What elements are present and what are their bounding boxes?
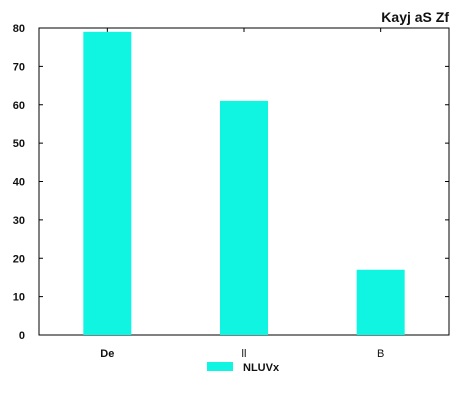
- bar: [220, 101, 268, 335]
- legend-swatch: [207, 362, 233, 371]
- y-tick-label: 10: [13, 292, 25, 304]
- y-tick-label: 80: [13, 23, 25, 35]
- y-tick-label: 0: [19, 330, 25, 342]
- x-tick-label: De: [100, 348, 114, 360]
- x-tick-label: ll: [242, 348, 247, 360]
- y-tick-label: 70: [13, 61, 25, 73]
- legend-label: NLUVx: [243, 362, 280, 374]
- y-tick-label: 20: [13, 253, 25, 265]
- bars: [83, 32, 404, 335]
- y-tick-label: 30: [13, 215, 25, 227]
- y-tick-label: 60: [13, 100, 25, 112]
- bar: [357, 270, 405, 335]
- x-tick-label: B: [377, 348, 384, 360]
- bar: [83, 32, 131, 335]
- y-tick-label: 50: [13, 138, 25, 150]
- chart-title: Kayj aS Zf: [381, 9, 449, 25]
- y-tick-label: 40: [13, 177, 25, 189]
- legend: NLUVx: [207, 362, 280, 374]
